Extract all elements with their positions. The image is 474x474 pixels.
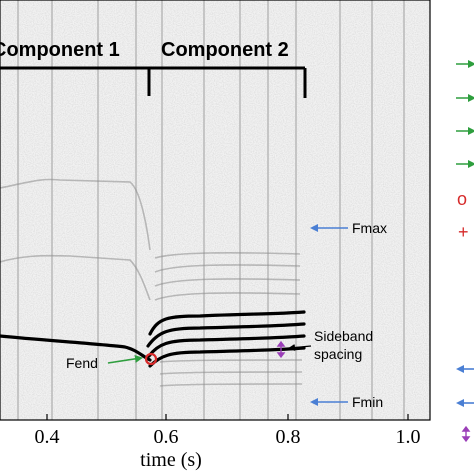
legend-purple-marker bbox=[461, 425, 471, 443]
component-2-label: Component 2 bbox=[161, 39, 289, 61]
harmonic-bands bbox=[0, 178, 303, 387]
sideband-spacing-marker bbox=[276, 340, 286, 359]
fmin-label: Fmin bbox=[352, 394, 383, 410]
x-tick-label-1.0: 1.0 bbox=[396, 426, 421, 448]
harmonic-contour-2 bbox=[146, 322, 306, 348]
harmonic-contour-4 bbox=[148, 346, 306, 368]
x-tick-label-0.6: 0.6 bbox=[154, 426, 179, 448]
x-axis bbox=[46, 414, 409, 420]
sideband-label-line-2: spacing bbox=[314, 346, 362, 362]
sideband-arrow bbox=[288, 344, 312, 352]
x-tick-label-0.4: 0.4 bbox=[35, 426, 60, 448]
legend-column: o + bbox=[456, 60, 474, 443]
fend-arrow bbox=[107, 354, 143, 364]
fundamental-contour bbox=[0, 334, 152, 362]
fend-circle-marker bbox=[144, 352, 158, 366]
fend-label: Fend bbox=[66, 355, 98, 371]
harmonic-contour-3 bbox=[147, 334, 306, 358]
harmonic-contour-1 bbox=[148, 310, 306, 336]
spectrogram-streaks bbox=[17, 0, 405, 420]
component-bracket bbox=[0, 66, 307, 98]
fmax-label: Fmax bbox=[352, 220, 387, 236]
x-tick-label-0.8: 0.8 bbox=[276, 426, 301, 448]
frequency-contours bbox=[0, 310, 306, 368]
sideband-label-line-1: Sideband bbox=[314, 328, 373, 344]
x-axis-label: time (s) bbox=[140, 449, 202, 471]
legend-plus-symbol: + bbox=[458, 222, 469, 242]
legend-circle-symbol: o bbox=[457, 189, 467, 209]
component-1-label: Component 1 bbox=[0, 39, 120, 61]
spectrogram-panel bbox=[0, 0, 431, 421]
